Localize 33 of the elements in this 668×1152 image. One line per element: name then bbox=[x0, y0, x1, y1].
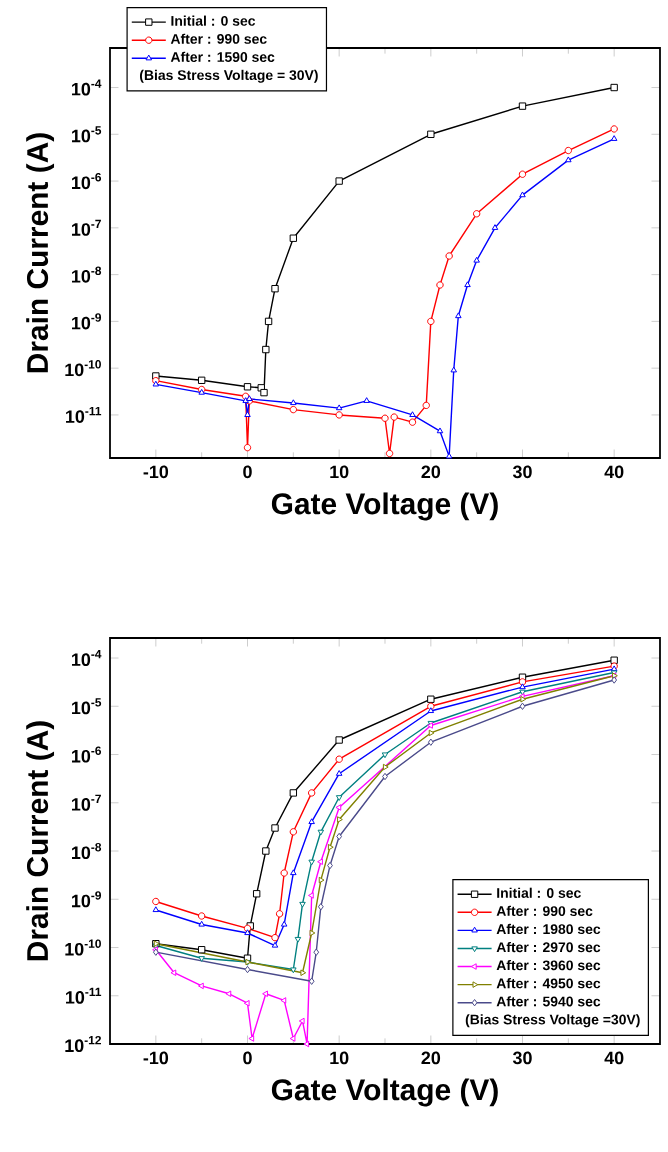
x-tick-label: 20 bbox=[421, 1051, 441, 1065]
y-tick-label: 10$^{-4}$ bbox=[72, 650, 102, 667]
y-tick-label: 10$^{-9}$ bbox=[72, 891, 102, 908]
x-tick-label: 20 bbox=[421, 465, 441, 479]
x-tick-label: 10 bbox=[330, 1051, 349, 1065]
y-tick-label: 10$^{-9}$ bbox=[72, 313, 102, 330]
y-tick-label: 10$^{-5}$ bbox=[72, 126, 102, 143]
y-tick-label: 10$^{-4}$ bbox=[72, 79, 102, 96]
y-tick-label: 10$^{-12}$ bbox=[65, 1035, 101, 1053]
y-tick-label: 10$^{-11}$ bbox=[66, 987, 102, 1004]
x-tick-label: 40 bbox=[604, 465, 624, 479]
y-axis-title: Drain Current (A) bbox=[26, 721, 55, 961]
y-axis-title: Drain Current (A) bbox=[26, 133, 55, 373]
x-tick-label: 10 bbox=[330, 465, 349, 479]
x-tick-label: 30 bbox=[512, 1051, 532, 1065]
x-tick-label: 0 bbox=[243, 465, 252, 479]
y-tick-label: 10$^{-7}$ bbox=[72, 794, 101, 811]
y-tick-label: 10$^{-8}$ bbox=[72, 842, 102, 860]
x-tick-label: -10 bbox=[143, 1051, 169, 1065]
x-axis-title: Gate Voltage (V) bbox=[271, 492, 498, 521]
y-tick-label: 10$^{-5}$ bbox=[72, 698, 102, 715]
y-tick-label: 10$^{-7}$ bbox=[72, 219, 101, 236]
y-tick-label: 10$^{-6}$ bbox=[72, 173, 102, 190]
x-axis-title: Gate Voltage (V) bbox=[271, 1078, 498, 1107]
y-tick-label: 10$^{-8}$ bbox=[72, 266, 102, 283]
y-tick-label: 10$^{-6}$ bbox=[72, 746, 102, 763]
y-tick-label: 10$^{-10}$ bbox=[65, 939, 101, 956]
x-tick-label: 40 bbox=[604, 1051, 624, 1065]
x-tick-label: -10 bbox=[143, 465, 169, 479]
x-tick-label: 30 bbox=[512, 465, 532, 479]
y-tick-label: 10$^{-11}$ bbox=[66, 406, 102, 423]
y-tick-label: 10$^{-10}$ bbox=[65, 360, 101, 377]
x-tick-label: 0 bbox=[243, 1051, 252, 1065]
